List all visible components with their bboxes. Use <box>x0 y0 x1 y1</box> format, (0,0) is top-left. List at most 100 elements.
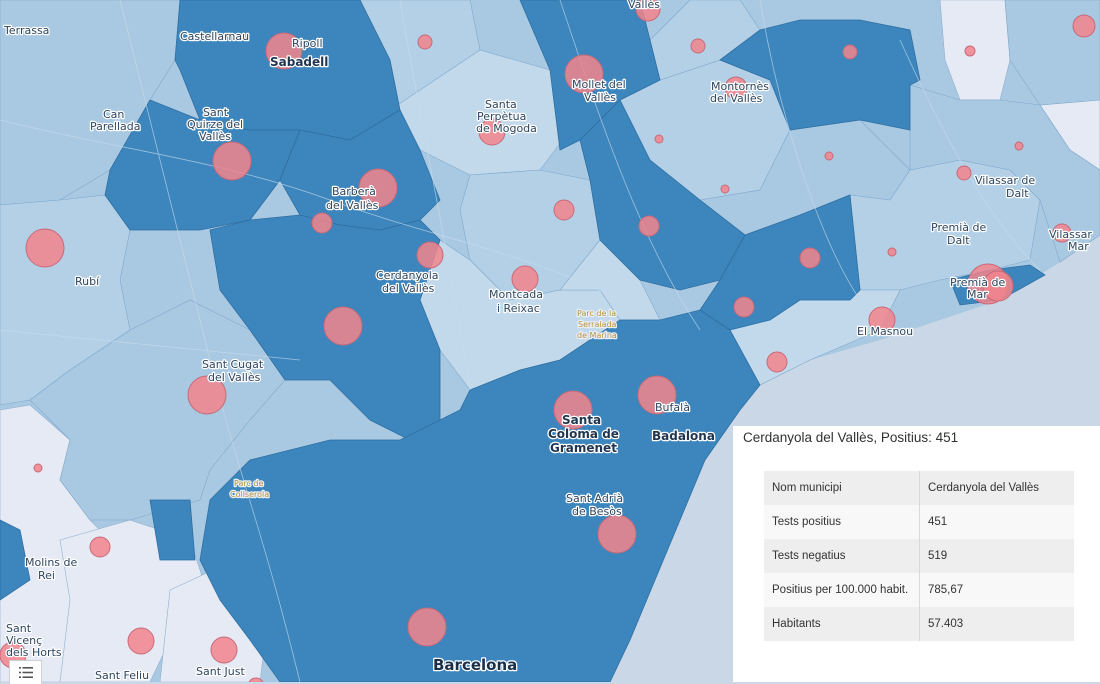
circle-n-small[interactable] <box>690 38 706 54</box>
label-sant-quirze-2: Quirze del <box>187 118 243 131</box>
circle-badalona-mid[interactable] <box>733 296 755 318</box>
attr-key: Positius per 100.000 habit. <box>764 573 920 607</box>
label-vilassar-dalt-1: Vilassar de <box>975 174 1035 187</box>
label-el-masnou: El Masnou <box>857 325 913 338</box>
circle-santa-coloma[interactable] <box>553 390 593 430</box>
label-cerdanyola-2: del Vallès <box>382 282 435 295</box>
list-icon <box>18 667 33 678</box>
circle-rubi[interactable] <box>25 228 65 268</box>
label-santa-coloma-2: Coloma de <box>548 427 619 441</box>
circle-montgat[interactable] <box>766 351 788 373</box>
label-molins-1: Molins de <box>25 556 78 569</box>
circle-vilassar-dalt[interactable] <box>1052 223 1072 243</box>
label-castellarnau: Castellarnau <box>180 30 249 43</box>
label-santa-coloma-3: Gramenet <box>550 441 617 455</box>
label-barbera-2: del Vallès <box>326 199 379 212</box>
attr-value: 519 <box>919 539 1074 573</box>
label-vilassar-mar-2: Mar <box>1068 240 1089 253</box>
attr-value: Cerdanyola del Vallès <box>919 471 1074 505</box>
circle-small-a[interactable] <box>654 134 664 144</box>
circle-barbera-small[interactable] <box>311 212 333 234</box>
label-sabadell: Sabadell <box>270 55 328 69</box>
label-sant-cugat-2: del Vallès <box>208 371 261 384</box>
circle-north-small[interactable] <box>417 34 433 50</box>
label-sant-quirze-1: Sant <box>203 106 229 119</box>
label-badalona: Badalona <box>652 429 715 443</box>
circle-far-ne[interactable] <box>1072 14 1096 38</box>
attribute-table: Nom municipi Cerdanyola del Vallès Tests… <box>764 471 1074 641</box>
circle-valles-top[interactable] <box>635 0 661 22</box>
circle-sant-cugat[interactable] <box>187 375 227 415</box>
circle-ne-2[interactable] <box>964 45 976 57</box>
label-vilassar-mar-1: Vilassar <box>1049 228 1092 241</box>
popup-title: Cerdanyola del Vallès, Positius: 451 <box>743 430 959 445</box>
label-terrassa: Terrassa <box>3 24 49 37</box>
circle-sant-quirze[interactable] <box>212 141 252 181</box>
label-parc-serralada-3: de Marina <box>577 331 617 340</box>
circle-sabadell[interactable] <box>265 32 303 70</box>
circle-badalona-north[interactable] <box>638 215 660 237</box>
label-montornes-1: Montornès <box>711 80 769 93</box>
label-cerdanyola-1: Cerdanyola <box>376 269 439 282</box>
circle-west-tiny[interactable] <box>33 463 43 473</box>
attr-value: 57.403 <box>919 607 1074 641</box>
label-barbera-1: Barberà <box>332 185 376 198</box>
circle-montornes[interactable] <box>724 76 748 100</box>
label-parc-serralada-2: Serralada <box>578 320 617 329</box>
circle-masnou[interactable] <box>868 306 896 334</box>
label-parc-serralada-1: Parc de la <box>577 309 616 318</box>
circle-small-b[interactable] <box>824 151 834 161</box>
label-premia-mar-1: Premià de <box>950 276 1005 289</box>
circle-sant-feliu[interactable] <box>127 627 155 655</box>
circle-santa-perpetua[interactable] <box>478 118 506 146</box>
region-collserola-edge <box>149 499 196 561</box>
label-ripoll: Ripoll <box>292 37 323 50</box>
label-bufala: Bufalà <box>655 401 690 414</box>
circle-premia-mar-b[interactable] <box>982 270 1014 302</box>
label-santa-perpetua-2: Perpètua <box>477 110 526 123</box>
label-parc-collserola-2: Collserola <box>230 490 269 499</box>
circle-sant-adria[interactable] <box>597 514 637 554</box>
label-mollet-2: Vallès <box>584 91 616 104</box>
circle-barbera[interactable] <box>358 168 398 208</box>
circle-barcelona[interactable] <box>407 607 447 647</box>
table-row: Nom municipi Cerdanyola del Vallès <box>764 471 1074 505</box>
circle-cerdanyola-n[interactable] <box>416 241 444 269</box>
circle-ripollet[interactable] <box>553 199 575 221</box>
attr-value: 451 <box>919 505 1074 539</box>
label-premia-mar-2: Mar <box>967 288 988 301</box>
feature-popup: Cerdanyola del Vallès, Positius: 451 Nom… <box>733 426 1100 682</box>
circle-ne[interactable] <box>842 44 858 60</box>
label-parc-collserola-1: Parc de <box>234 479 264 488</box>
circle-molins[interactable] <box>89 536 111 558</box>
label-can-parellada-2: Parellada <box>90 120 141 133</box>
label-premia-dalt-1: Premià de <box>931 221 986 234</box>
circle-cerdanyola[interactable] <box>323 306 363 346</box>
label-sant-quirze-3: Vallès <box>199 130 231 143</box>
circle-tiana[interactable] <box>799 247 821 269</box>
label-montcada-2: i Reixac <box>497 302 540 315</box>
circle-small-c[interactable] <box>1014 141 1024 151</box>
circle-montcada[interactable] <box>511 265 539 293</box>
legend-button[interactable] <box>9 660 42 684</box>
table-row: Tests positius 451 <box>764 505 1074 539</box>
circle-sant-just[interactable] <box>210 636 238 664</box>
label-sant-feliu: Sant Feliu <box>95 669 149 682</box>
label-santa-perpetua-3: de Mogoda <box>476 122 537 135</box>
label-mollet-1: Mollet del <box>572 78 626 91</box>
attr-key: Tests positius <box>764 505 920 539</box>
table-row: Positius per 100.000 habit. 785,67 <box>764 573 1074 607</box>
label-montornes-2: del Vallès <box>710 92 763 105</box>
label-sant-adria-1: Sant Adrià <box>566 492 623 505</box>
circle-small-d[interactable] <box>956 165 972 181</box>
circle-bottom-edge[interactable] <box>248 677 264 682</box>
circle-premia-dalt[interactable] <box>887 247 897 257</box>
label-can-parellada-1: Can <box>103 108 124 121</box>
table-row: Habitants 57.403 <box>764 607 1074 641</box>
circle-bufala[interactable] <box>637 375 677 415</box>
label-sant-vicenc-2: Vicenç <box>6 634 42 647</box>
circle-mollet[interactable] <box>564 54 604 94</box>
circle-small-e[interactable] <box>720 184 730 194</box>
